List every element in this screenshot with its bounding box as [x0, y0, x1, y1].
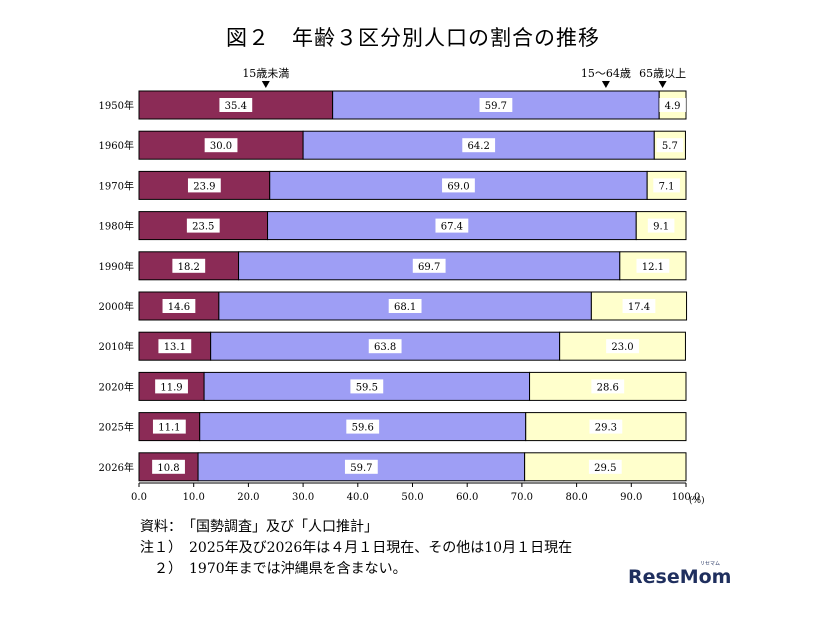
data-label: 7.1 — [659, 181, 675, 192]
data-label-box — [622, 299, 656, 313]
data-label: 64.2 — [468, 141, 490, 152]
data-label: 29.3 — [595, 423, 617, 434]
data-label: 28.6 — [597, 382, 619, 393]
category-label: 1990年 — [99, 260, 134, 273]
data-label: 59.5 — [356, 382, 378, 393]
data-label-box — [653, 178, 680, 193]
data-label-box — [636, 258, 670, 273]
data-label: 23.0 — [611, 342, 633, 353]
data-label: 68.1 — [394, 302, 416, 313]
data-label-box — [606, 339, 639, 354]
data-label-box — [155, 379, 188, 394]
category-label: 2025年 — [99, 421, 134, 434]
data-label-box — [442, 178, 475, 193]
x-tick-label: 10.0 — [183, 492, 205, 503]
data-label-box — [656, 138, 684, 153]
data-label-box — [412, 258, 446, 273]
data-label-box — [187, 178, 221, 193]
data-label-box — [462, 138, 496, 153]
data-label-box — [346, 419, 380, 434]
data-label-box — [344, 459, 378, 474]
data-label-box — [591, 379, 625, 394]
x-tick-label: 30.0 — [292, 492, 314, 503]
x-axis-unit: (%) — [689, 495, 705, 506]
data-label-box — [659, 98, 686, 112]
category-label: 1960年 — [99, 139, 134, 152]
data-label-box — [152, 459, 185, 474]
data-label: 59.7 — [350, 463, 372, 474]
note-2: ２） 1970年までは沖縄県を含まない。 — [140, 561, 407, 577]
legend-label: 15歳未満 — [242, 67, 289, 80]
category-label: 2000年 — [99, 300, 134, 313]
data-label: 35.4 — [225, 101, 247, 112]
data-label: 59.6 — [352, 423, 374, 434]
data-label: 17.4 — [628, 302, 650, 313]
data-label-box — [388, 299, 422, 313]
data-label-box — [158, 339, 192, 354]
data-label: 12.1 — [642, 262, 664, 273]
data-label-box — [588, 459, 622, 474]
category-label: 1970年 — [99, 179, 134, 192]
data-label-box — [162, 299, 196, 313]
note-1: 注１） 2025年及び2026年は４月１日現在、その他は10月１日現在 — [140, 540, 573, 556]
data-label: 69.0 — [447, 181, 469, 192]
legend-arrow — [601, 81, 610, 88]
data-label-box — [204, 138, 238, 153]
data-label-box — [368, 339, 402, 354]
data-label-box — [350, 379, 384, 394]
x-tick-label: 100.0 — [672, 492, 701, 503]
category-label: 1950年 — [99, 99, 134, 112]
data-label: 69.7 — [418, 262, 440, 273]
data-label: 30.0 — [210, 141, 232, 152]
category-label: 2010年 — [99, 340, 134, 353]
x-tick-label: 50.0 — [401, 492, 423, 503]
category-label: 1980年 — [99, 220, 134, 233]
data-label: 4.9 — [665, 101, 681, 112]
x-tick-label: 60.0 — [456, 492, 478, 503]
data-label-box — [647, 218, 675, 233]
data-label: 29.5 — [594, 463, 616, 474]
data-label-box — [186, 218, 220, 233]
data-label-box — [589, 419, 623, 434]
data-label: 11.9 — [160, 382, 182, 393]
data-label: 63.8 — [374, 342, 396, 353]
x-tick-label: 70.0 — [511, 492, 533, 503]
data-label-box — [152, 419, 186, 434]
data-label-box — [435, 218, 469, 233]
category-label: 2026年 — [99, 461, 134, 474]
data-label: 10.8 — [157, 463, 179, 474]
data-label: 5.7 — [662, 141, 678, 152]
x-tick-label: 90.0 — [620, 492, 642, 503]
data-label: 23.5 — [192, 222, 214, 233]
resemom-logo: ReseMom — [628, 566, 732, 588]
x-tick-label: 40.0 — [347, 492, 369, 503]
data-label: 67.4 — [441, 222, 463, 233]
data-label: 13.1 — [164, 342, 186, 353]
legend-arrow — [261, 81, 270, 88]
resemom-logo-kana: リセマム — [700, 561, 721, 567]
legend-label: 15～64歳 — [581, 67, 631, 80]
data-label: 9.1 — [653, 222, 669, 233]
source-note: 資料： 「国勢調査」及び「人口推計」 — [140, 519, 378, 535]
x-tick-label: 80.0 — [565, 492, 587, 503]
data-label: 23.9 — [193, 181, 215, 192]
x-tick-label: 0.0 — [131, 492, 147, 503]
data-label: 18.2 — [178, 262, 200, 273]
legend-arrow — [658, 81, 667, 88]
data-label: 14.6 — [168, 302, 190, 313]
legend-label: 65歳以上 — [639, 67, 686, 80]
x-tick-label: 20.0 — [237, 492, 259, 503]
data-label-box — [479, 98, 513, 112]
category-label: 2020年 — [99, 380, 134, 393]
data-label-box — [219, 98, 253, 112]
chart-title: 図２ 年齢３区分別人口の割合の推移 — [226, 26, 600, 50]
bar-segment — [635, 211, 687, 241]
data-label: 59.7 — [485, 101, 507, 112]
data-label-box — [172, 258, 206, 273]
data-label: 11.1 — [158, 423, 180, 434]
